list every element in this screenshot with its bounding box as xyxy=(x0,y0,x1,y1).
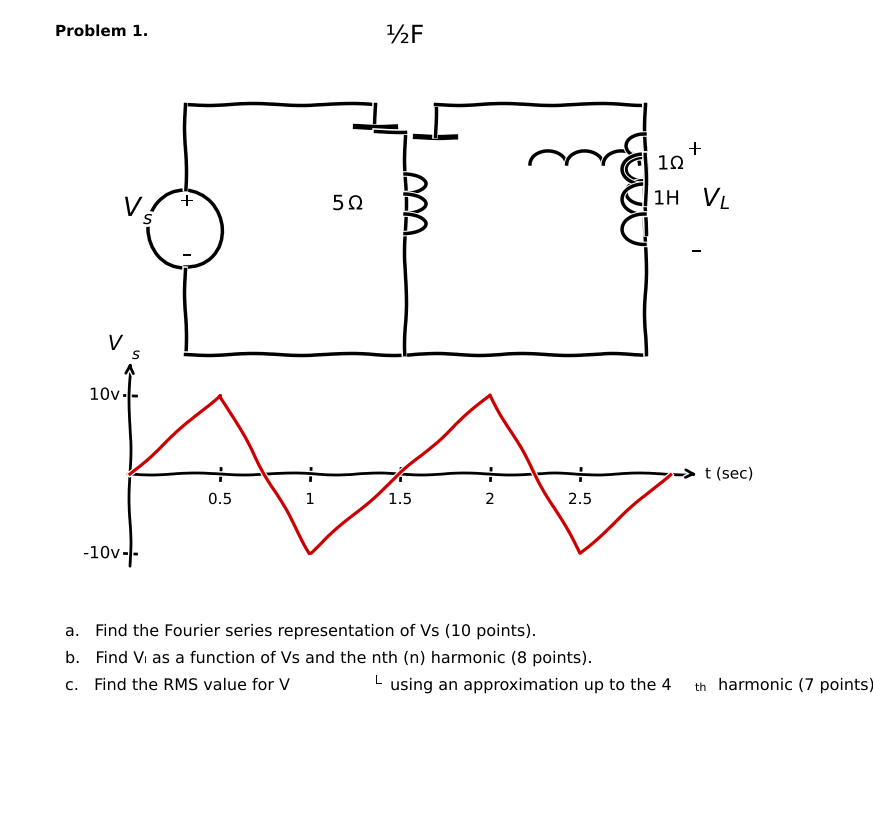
Text: 1H: 1H xyxy=(653,189,680,208)
Text: c.   Find the RMS value for V: c. Find the RMS value for V xyxy=(65,678,292,693)
Text: s: s xyxy=(143,210,153,228)
Text: +: + xyxy=(687,139,704,158)
Text: ½F: ½F xyxy=(386,24,424,48)
Text: Ω: Ω xyxy=(670,155,684,173)
Text: 0.5: 0.5 xyxy=(208,492,232,507)
Text: b.   Find Vₗ as a function of Vs and the nth (n) harmonic (8 points).: b. Find Vₗ as a function of Vs and the n… xyxy=(65,651,596,666)
Text: V: V xyxy=(107,334,122,354)
Text: –: – xyxy=(182,246,191,264)
Text: –: – xyxy=(691,241,703,261)
Text: V: V xyxy=(123,196,141,222)
Text: L: L xyxy=(720,195,730,213)
Text: a.   Find the Fourier series representation of Vs (10 points).: a. Find the Fourier series representatio… xyxy=(65,624,540,639)
Text: using an approximation up to the 4: using an approximation up to the 4 xyxy=(385,678,674,693)
Text: 2: 2 xyxy=(485,492,495,507)
Text: s: s xyxy=(132,347,140,362)
Text: V: V xyxy=(702,187,719,211)
Text: L: L xyxy=(375,674,382,687)
Text: t (sec): t (sec) xyxy=(705,466,753,481)
Text: +: + xyxy=(180,192,195,210)
Text: Problem 1.: Problem 1. xyxy=(55,24,148,39)
Text: 5: 5 xyxy=(332,194,345,214)
Text: harmonic (7 points).: harmonic (7 points). xyxy=(713,678,873,693)
Text: 1: 1 xyxy=(657,154,670,173)
Text: 2.5: 2.5 xyxy=(568,492,592,507)
Text: -10v: -10v xyxy=(83,545,120,562)
Text: Ω: Ω xyxy=(348,194,363,214)
Text: 10v: 10v xyxy=(89,386,120,404)
Text: 1.5: 1.5 xyxy=(388,492,412,507)
Text: 1: 1 xyxy=(306,492,315,507)
Text: th: th xyxy=(695,683,706,693)
